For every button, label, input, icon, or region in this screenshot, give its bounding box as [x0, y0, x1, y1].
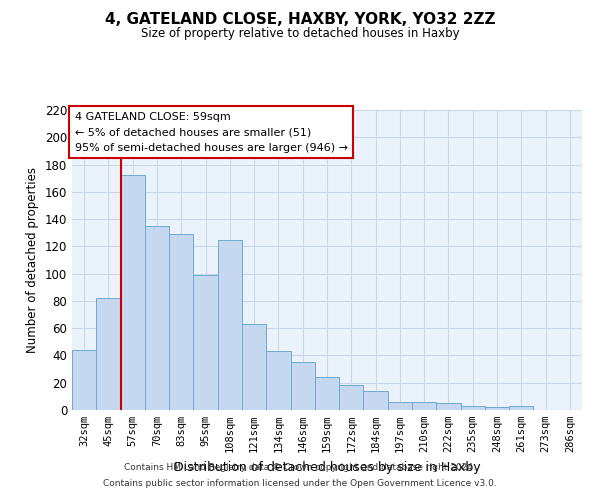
Bar [193, 275, 218, 410]
Text: 4, GATELAND CLOSE, HAXBY, YORK, YO32 2ZZ: 4, GATELAND CLOSE, HAXBY, YORK, YO32 2ZZ [105, 12, 495, 28]
Bar [72, 350, 96, 410]
Bar [242, 324, 266, 410]
Bar [290, 362, 315, 410]
Bar [485, 408, 509, 410]
Bar [96, 298, 121, 410]
Bar [509, 406, 533, 410]
Bar [436, 403, 461, 410]
Text: Contains HM Land Registry data © Crown copyright and database right 2024.: Contains HM Land Registry data © Crown c… [124, 464, 476, 472]
Bar [339, 386, 364, 410]
Y-axis label: Number of detached properties: Number of detached properties [26, 167, 39, 353]
Bar [364, 391, 388, 410]
Bar [266, 352, 290, 410]
Bar [412, 402, 436, 410]
Bar [169, 234, 193, 410]
Bar [145, 226, 169, 410]
Text: Contains public sector information licensed under the Open Government Licence v3: Contains public sector information licen… [103, 478, 497, 488]
Bar [121, 176, 145, 410]
Bar [315, 378, 339, 410]
Bar [218, 240, 242, 410]
Bar [388, 402, 412, 410]
Text: 4 GATELAND CLOSE: 59sqm
← 5% of detached houses are smaller (51)
95% of semi-det: 4 GATELAND CLOSE: 59sqm ← 5% of detached… [74, 112, 347, 152]
X-axis label: Distribution of detached houses by size in Haxby: Distribution of detached houses by size … [173, 460, 481, 473]
Text: Size of property relative to detached houses in Haxby: Size of property relative to detached ho… [140, 28, 460, 40]
Bar [461, 406, 485, 410]
